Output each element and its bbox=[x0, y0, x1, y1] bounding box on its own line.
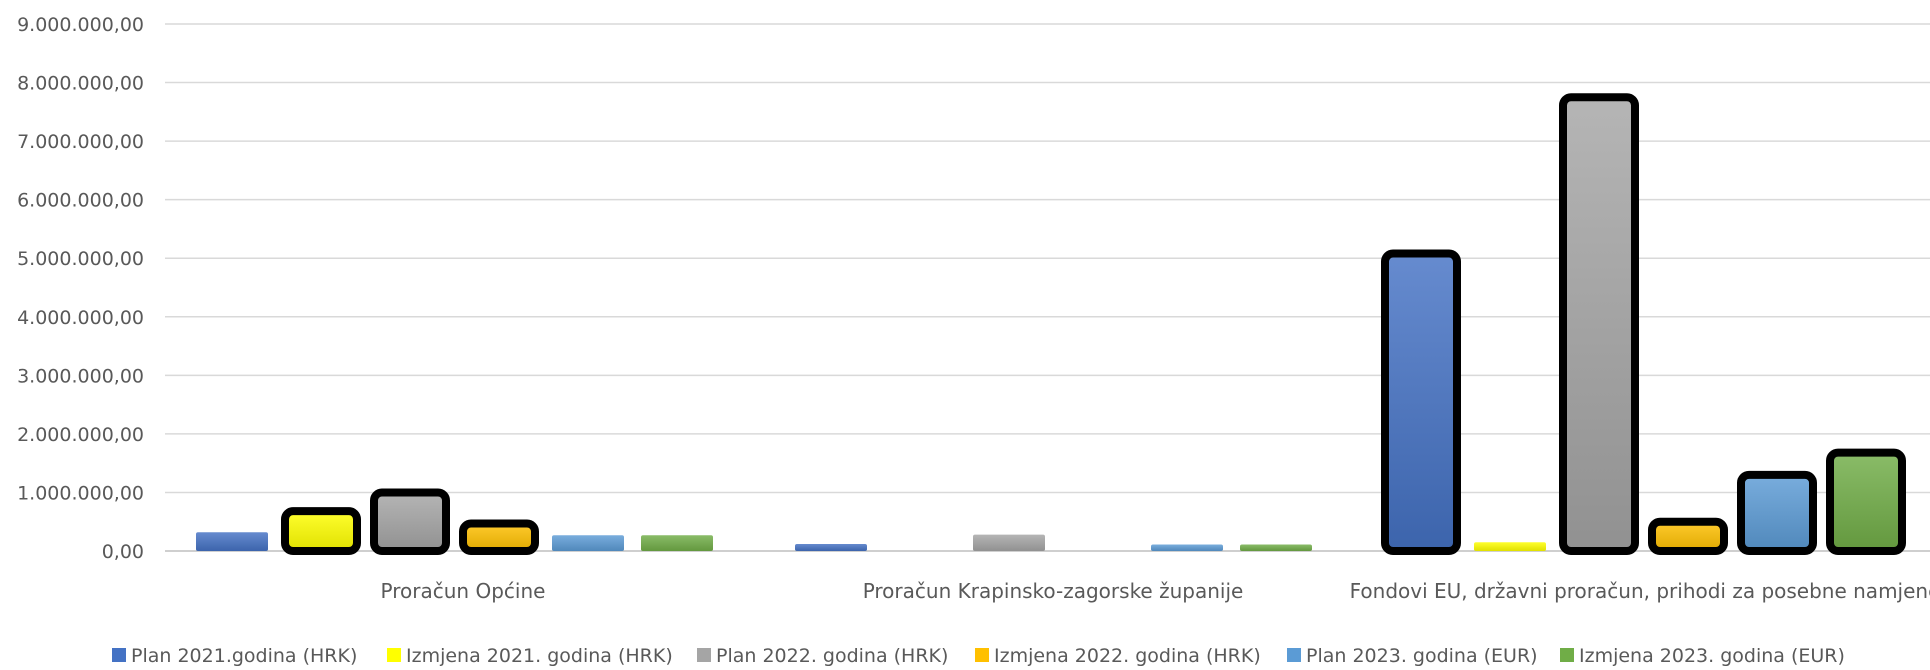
legend-item: Izmjena 2023. godina (EUR) bbox=[1560, 645, 1845, 667]
y-axis-tick-labels: 0,00 1.000.000,00 2.000.000,00 3.000.000,00… bbox=[17, 14, 144, 563]
legend-swatch bbox=[975, 648, 989, 662]
y-tick-label: 7.000.000,00 bbox=[17, 131, 144, 153]
y-tick-label: 4.000.000,00 bbox=[17, 307, 144, 329]
legend-item: Plan 2022. godina (HRK) bbox=[697, 645, 948, 667]
bar bbox=[459, 519, 539, 555]
category-labels: Proračun Općine Proračun Krapinsko-zagors… bbox=[381, 579, 1930, 603]
legend-label: Izmjena 2023. godina (EUR) bbox=[1579, 645, 1845, 667]
bars bbox=[196, 93, 1906, 556]
legend-label: Plan 2023. godina (EUR) bbox=[1306, 645, 1538, 667]
bar bbox=[641, 535, 713, 551]
gridlines bbox=[165, 23, 1930, 552]
bar bbox=[552, 535, 624, 551]
legend-item: Plan 2023. godina (EUR) bbox=[1287, 645, 1538, 667]
legend-item: Izmjena 2022. godina (HRK) bbox=[975, 645, 1261, 667]
bar bbox=[1151, 544, 1223, 551]
legend: Plan 2021.godina (HRK) Izmjena 2021. godi… bbox=[112, 645, 1845, 667]
bar bbox=[973, 534, 1045, 551]
x-category-label: Proračun Krapinsko-zagorske županije bbox=[863, 579, 1244, 603]
y-tick-label: 5.000.000,00 bbox=[17, 248, 144, 270]
bar bbox=[196, 532, 268, 551]
y-tick-label: 6.000.000,00 bbox=[17, 190, 144, 212]
legend-item: Plan 2021.godina (HRK) bbox=[112, 645, 357, 667]
legend-swatch bbox=[697, 648, 711, 662]
legend-label: Izmjena 2021. godina (HRK) bbox=[406, 645, 673, 667]
bar bbox=[1381, 249, 1461, 555]
x-category-label: Proračun Općine bbox=[381, 579, 546, 603]
legend-swatch bbox=[387, 648, 401, 662]
y-tick-label: 2.000.000,00 bbox=[17, 424, 144, 446]
legend-label: Izmjena 2022. godina (HRK) bbox=[994, 645, 1261, 667]
bar bbox=[1240, 544, 1312, 551]
bar bbox=[1826, 448, 1906, 556]
bar bbox=[1474, 542, 1546, 551]
legend-swatch bbox=[1560, 648, 1574, 662]
legend-swatch bbox=[1287, 648, 1301, 662]
bar bbox=[1737, 470, 1817, 555]
legend-item: Izmjena 2021. godina (HRK) bbox=[387, 645, 673, 667]
y-tick-label: 0,00 bbox=[102, 541, 144, 563]
y-tick-label: 9.000.000,00 bbox=[17, 14, 144, 36]
y-tick-label: 3.000.000,00 bbox=[17, 365, 144, 387]
legend-label: Plan 2022. godina (HRK) bbox=[716, 645, 948, 667]
bar bbox=[281, 507, 361, 555]
y-tick-label: 8.000.000,00 bbox=[17, 73, 144, 95]
bar bbox=[370, 488, 450, 556]
bar bbox=[1559, 93, 1639, 555]
y-tick-label: 1.000.000,00 bbox=[17, 482, 144, 504]
bar bbox=[1648, 517, 1728, 556]
legend-label: Plan 2021.godina (HRK) bbox=[131, 645, 357, 667]
bar bbox=[795, 543, 867, 551]
legend-swatch bbox=[112, 648, 126, 662]
x-category-label: Fondovi EU, državni proračun, prihodi za… bbox=[1350, 579, 1930, 603]
